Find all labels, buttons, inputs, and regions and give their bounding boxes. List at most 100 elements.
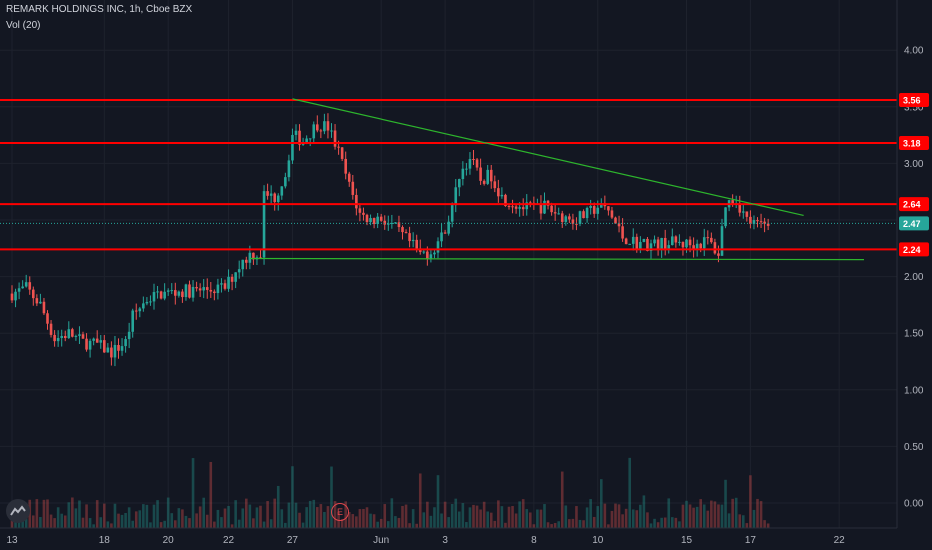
volume-bar (692, 507, 695, 528)
candle-body (426, 251, 429, 259)
volume-bar (521, 499, 525, 528)
volume-bar (493, 520, 497, 528)
candle-body (610, 210, 614, 218)
candle-body (582, 211, 585, 219)
candle-body (106, 347, 110, 353)
volume-bar (749, 475, 752, 528)
candle-body (376, 216, 379, 224)
candle-body (234, 272, 237, 282)
candle-body (10, 293, 14, 301)
volume-bar (482, 501, 486, 528)
candle-body (362, 212, 365, 215)
volume-bar (731, 498, 734, 528)
candle-body (649, 243, 653, 252)
volume-bar (592, 516, 596, 528)
candle-body (759, 221, 763, 223)
candle-body (248, 252, 252, 263)
candle-body (355, 194, 358, 209)
candle-body (720, 226, 724, 256)
volume-bar (255, 507, 259, 528)
candle-body (607, 206, 610, 211)
volume-bar (656, 522, 660, 528)
volume-bar (234, 500, 237, 528)
candle-body (347, 173, 351, 182)
volume-bar (323, 512, 326, 528)
earnings-event-icon[interactable]: E (331, 503, 349, 521)
volume-bar (248, 504, 252, 528)
volume-bar (600, 479, 603, 528)
candle-body (411, 239, 415, 242)
tradingview-logo-icon[interactable] (6, 499, 30, 523)
candle-body (351, 181, 355, 195)
volume-bar (418, 473, 422, 528)
candle-body (220, 283, 223, 285)
volume-bar (560, 471, 564, 528)
candle-body (245, 259, 248, 263)
candle-body (95, 338, 99, 343)
candle-body (695, 243, 699, 250)
volume-bar (92, 524, 95, 528)
candle-body (742, 211, 745, 213)
candle-body (710, 237, 713, 243)
candle-body (24, 282, 28, 287)
volume-indicator-label[interactable]: Vol (20) (6, 20, 41, 31)
volume-bar (433, 507, 436, 528)
volume-bar (589, 499, 592, 528)
volume-bar (39, 517, 42, 528)
volume-bar (734, 497, 738, 528)
price-axis[interactable]: 4.003.503.002.502.001.501.000.500.003.56… (896, 0, 929, 528)
level-label: 2.24 (903, 245, 921, 255)
candle-body (504, 194, 507, 207)
volume-bar (422, 512, 426, 528)
volume-bar (472, 504, 475, 528)
volume-bar (450, 503, 454, 528)
time-tick-label: Jun (373, 535, 389, 546)
candle-body (174, 290, 177, 296)
volume-bar (163, 520, 166, 528)
time-tick-label: 3 (442, 535, 448, 546)
volume-bar (88, 518, 92, 528)
candle-body (482, 180, 486, 184)
time-tick-label: 22 (834, 535, 846, 546)
volume-bar (305, 507, 308, 528)
volume-bar (404, 504, 408, 528)
volume-bar (536, 509, 539, 528)
candle-body (63, 335, 67, 338)
volume-bar (408, 523, 411, 528)
volume-bar (312, 499, 316, 528)
volume-bar (252, 518, 255, 528)
candle-body (32, 289, 35, 299)
candle-body (170, 290, 174, 292)
volume-bar (756, 498, 759, 528)
volume-bar (340, 519, 344, 528)
volume-bar (120, 514, 124, 528)
candle-body (287, 160, 291, 178)
candle-body (28, 282, 32, 290)
volume-bar (443, 501, 447, 528)
volume-bar (294, 502, 298, 528)
time-axis[interactable]: 13 18 20 22 27 Jun 3 8 10 15 17 22 (0, 527, 897, 546)
price-tick-label: 2.00 (904, 272, 924, 283)
volume-bar (149, 522, 152, 528)
volume-bar (397, 517, 401, 528)
volume-bar (717, 504, 720, 528)
candle-body (472, 159, 475, 161)
candle-body (35, 298, 39, 304)
candle-body (305, 138, 308, 143)
candle-body (575, 223, 578, 225)
candle-body (117, 344, 120, 351)
volume-bar (262, 521, 266, 528)
volume-bar (486, 511, 489, 528)
volume-bar (394, 516, 397, 528)
last-price-label-bg (899, 216, 929, 231)
volume-bar (78, 500, 81, 528)
volume-bar (401, 505, 404, 528)
candle-body (294, 130, 298, 135)
volume-bar (596, 506, 600, 528)
volume-bar (426, 501, 429, 528)
candle-body (39, 301, 42, 304)
candle-body (685, 239, 688, 248)
volume-bar (745, 523, 749, 528)
volume-bar (468, 507, 472, 528)
